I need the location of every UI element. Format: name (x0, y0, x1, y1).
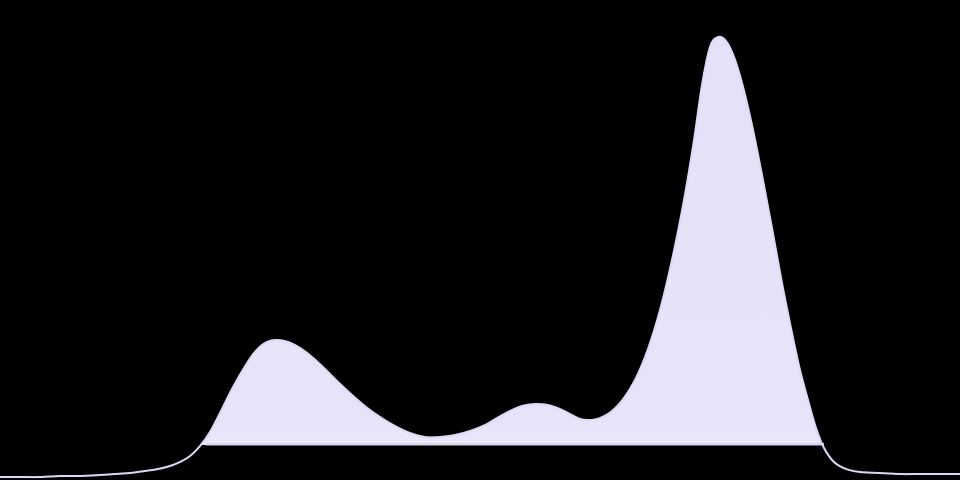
baseline-rule (206, 443, 824, 446)
density-curve-line (0, 35, 960, 479)
baseline-group (206, 443, 824, 446)
density-area-fill (200, 36, 823, 445)
area-fill-group (200, 36, 823, 445)
